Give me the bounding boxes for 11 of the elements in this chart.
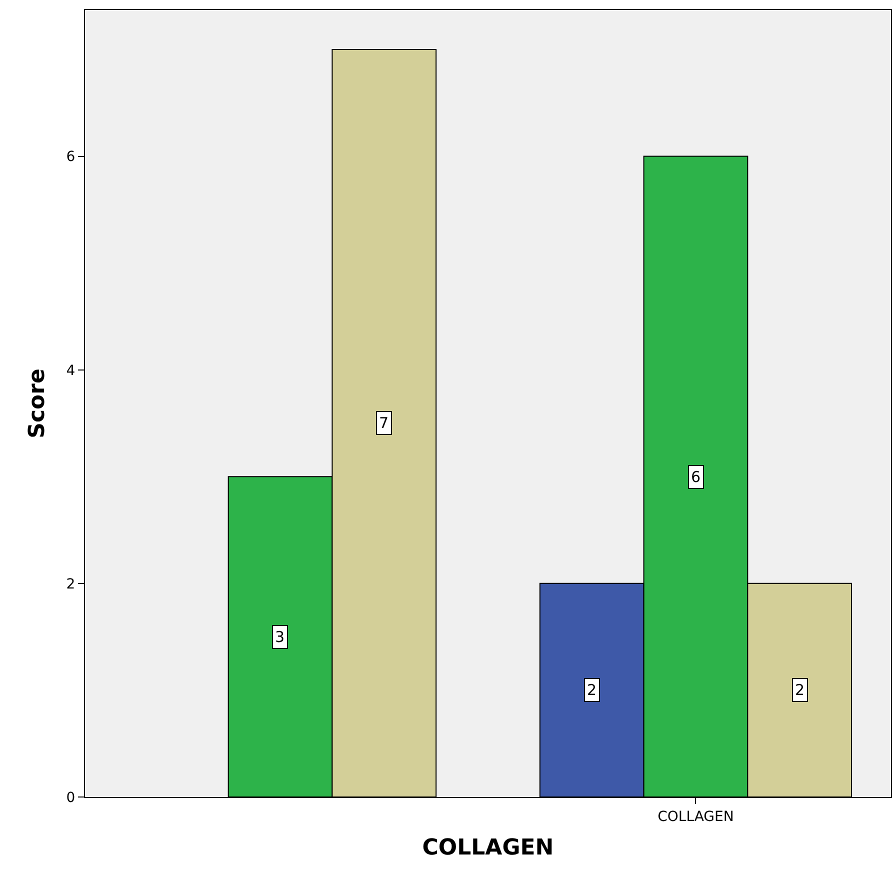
y-tick-label: 6 — [66, 149, 76, 166]
data-label: 2 — [795, 681, 805, 699]
y-axis-title: Score — [25, 368, 50, 438]
x-axis-title: COLLAGEN — [422, 836, 554, 861]
data-label: 7 — [379, 414, 389, 432]
y-tick-label: 0 — [66, 790, 76, 806]
data-label: 6 — [691, 468, 701, 486]
data-label: 3 — [275, 628, 285, 646]
y-tick-label: 4 — [66, 362, 76, 379]
data-label: 2 — [587, 681, 597, 699]
y-tick-label: 2 — [66, 576, 76, 592]
